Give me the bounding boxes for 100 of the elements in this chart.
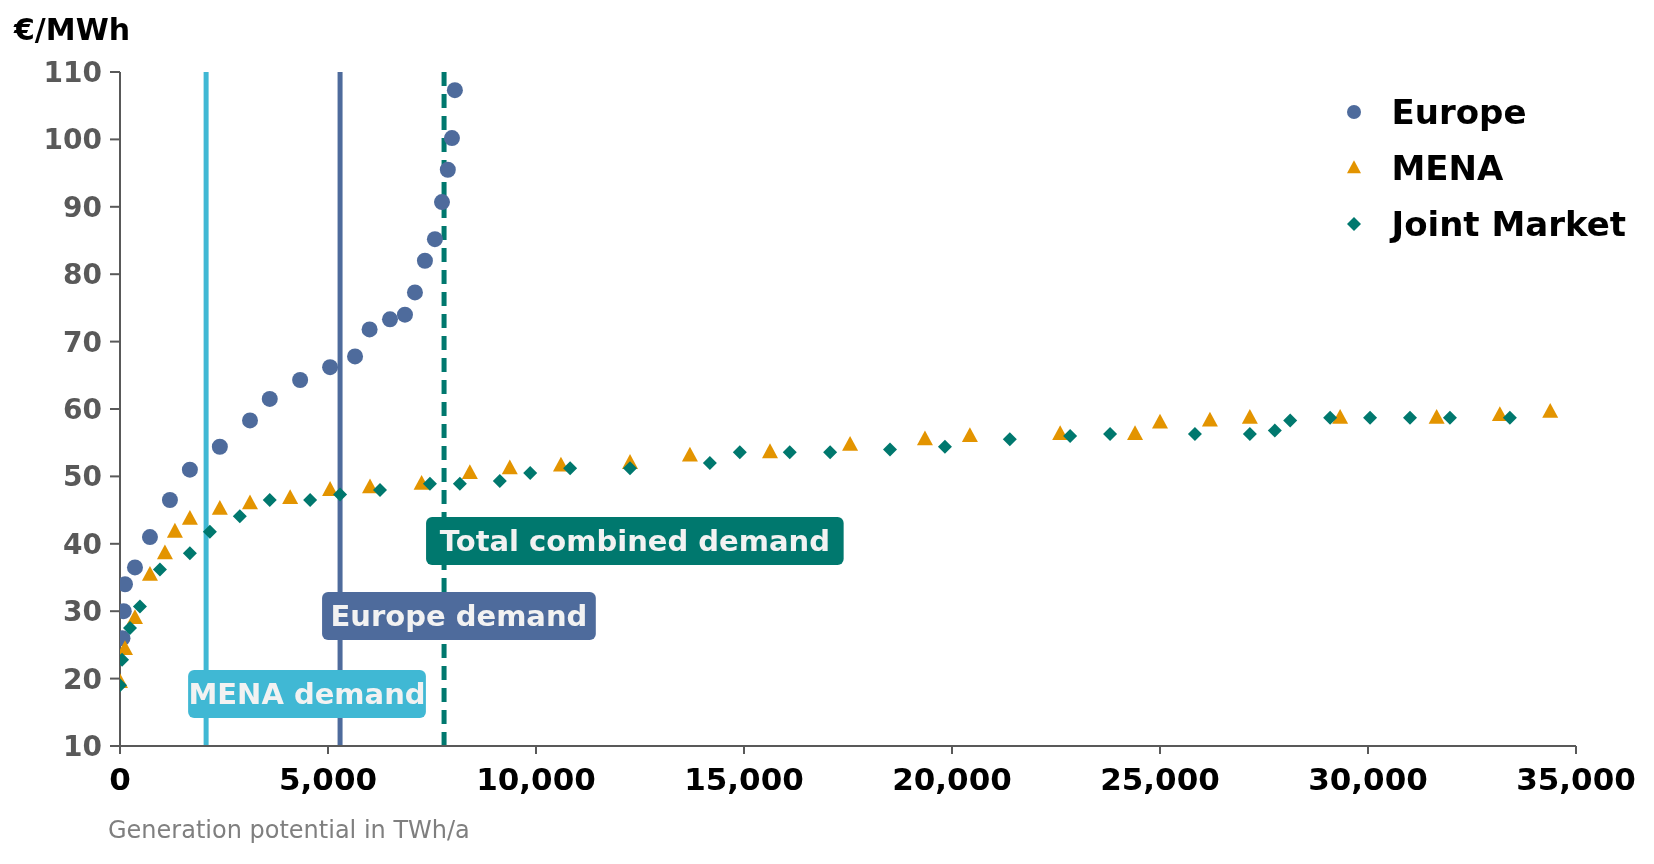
- point: [702, 455, 717, 470]
- point: [623, 461, 638, 476]
- point: [261, 390, 278, 407]
- x-tick-label: 25,000: [1100, 761, 1220, 798]
- ref-line-label: Europe demand: [330, 599, 588, 633]
- point: [762, 443, 778, 459]
- point: [141, 529, 158, 546]
- point: [122, 621, 137, 636]
- point: [1428, 408, 1445, 424]
- y-tick-label: 10: [63, 729, 102, 763]
- point: [322, 359, 339, 376]
- point: [242, 494, 258, 510]
- x-tick-label: 5,000: [278, 761, 378, 798]
- y-tick-label: 60: [63, 392, 102, 426]
- point: [523, 466, 538, 481]
- point: [141, 566, 158, 581]
- x-tick-label: 0: [109, 761, 131, 798]
- point: [823, 445, 838, 460]
- point: [1103, 426, 1118, 441]
- point: [461, 464, 478, 480]
- point: [1283, 413, 1298, 428]
- y-tick-label: 20: [63, 662, 102, 696]
- point: [961, 427, 978, 442]
- point: [1267, 423, 1282, 438]
- point: [1187, 426, 1202, 441]
- y-tick-label: 40: [63, 527, 102, 561]
- point: [282, 489, 299, 504]
- point: [333, 487, 348, 502]
- point: [1363, 410, 1378, 425]
- point: [1542, 402, 1559, 418]
- point: [126, 559, 143, 576]
- point: [681, 446, 698, 462]
- point: [1002, 432, 1017, 447]
- point: [1323, 410, 1338, 425]
- point: [782, 445, 797, 460]
- y-tick-label: 50: [63, 460, 102, 494]
- y-tick-label: 70: [63, 325, 102, 359]
- point: [883, 442, 898, 457]
- point: [433, 194, 450, 211]
- y-tick-label: 80: [63, 258, 102, 292]
- x-tick-label: 35,000: [1516, 761, 1636, 798]
- point: [132, 599, 147, 614]
- y-tick-label: 100: [43, 123, 102, 157]
- y-tick-label: 30: [63, 595, 102, 629]
- point: [381, 311, 398, 328]
- point: [202, 524, 217, 539]
- point: [452, 476, 467, 491]
- point: [1332, 408, 1349, 424]
- point: [161, 491, 178, 508]
- point: [1442, 410, 1457, 425]
- point: [842, 435, 859, 451]
- point: [732, 445, 747, 460]
- point: [292, 372, 309, 389]
- point: [1403, 410, 1418, 425]
- point: [181, 510, 198, 525]
- point: [126, 609, 143, 624]
- point: [443, 130, 460, 147]
- point: [439, 161, 456, 178]
- point: [396, 306, 413, 323]
- point: [1127, 425, 1144, 440]
- point: [232, 509, 247, 524]
- point: [406, 284, 423, 301]
- point: [1152, 413, 1168, 429]
- point: [182, 546, 197, 561]
- point: [492, 474, 507, 489]
- point: [361, 321, 378, 338]
- x-axis-title: Generation potential in TWh/a: [108, 816, 470, 844]
- point: [937, 439, 952, 454]
- x-tick-label: 30,000: [1308, 761, 1428, 798]
- point: [1491, 406, 1508, 422]
- point: [1242, 426, 1257, 441]
- point: [347, 348, 364, 365]
- legend-label: Europe: [1391, 92, 1527, 132]
- point: [211, 438, 228, 455]
- point: [303, 492, 318, 507]
- point: [156, 544, 173, 560]
- point: [1502, 410, 1517, 425]
- point: [262, 492, 277, 507]
- ref-line-label: MENA demand: [188, 677, 426, 711]
- point: [1201, 411, 1218, 427]
- point: [416, 252, 433, 269]
- point: [1052, 425, 1069, 440]
- y-axis-title: €/MWh: [14, 12, 131, 47]
- point: [1241, 408, 1258, 424]
- y-tick-label: 90: [63, 190, 102, 224]
- point: [422, 476, 437, 491]
- y-tick-label: 110: [43, 55, 102, 89]
- point: [916, 430, 933, 446]
- x-tick-label: 10,000: [476, 761, 596, 798]
- point: [166, 522, 183, 538]
- point: [242, 412, 258, 429]
- ref-line-label: Total combined demand: [439, 524, 830, 558]
- point: [211, 499, 228, 515]
- point: [373, 482, 387, 497]
- point: [446, 82, 463, 99]
- point: [152, 562, 167, 577]
- point: [563, 461, 578, 476]
- x-tick-label: 20,000: [892, 761, 1012, 798]
- x-tick-label: 15,000: [684, 761, 804, 798]
- point: [1063, 428, 1078, 443]
